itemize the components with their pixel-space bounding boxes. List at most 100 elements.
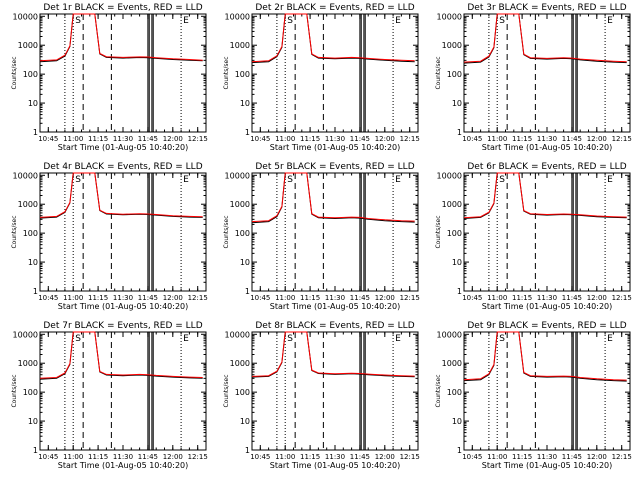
series-line-events [39,13,203,63]
y-axis-label: Counts/sec [223,215,230,248]
x-tick-label: 11:30 [113,294,133,302]
y-tick-label: 1000 [18,359,38,368]
x-tick-label: 12:00 [587,453,607,461]
series-line-lld [39,331,203,379]
plot-frame [39,13,207,133]
x-tick-label: 11:45 [562,135,582,143]
y-tick-label: 100 [23,229,38,238]
y-tick-label: 1000 [230,200,250,209]
plot-frame [463,331,631,451]
panel-det-7: 1 10 100 1000 10000 10:45 11:00 11:15 11:30 11:45… [11,321,208,470]
plot-frame [251,172,419,292]
series-line-lld [251,172,415,223]
annotation-e: E [183,175,189,185]
x-tick-label: 11:45 [350,453,370,461]
x-axis-label: Start Time (01-Aug-05 10:40:20) [270,302,401,311]
x-tick-label: 11:00 [487,294,507,302]
y-tick-label: 10 [240,258,250,267]
annotation-e: E [395,175,401,185]
y-tick-label: 10000 [13,330,38,339]
panel-det-6: 1 10 100 1000 10000 10:45 11:00 11:15 11:30 11:45… [435,162,632,311]
x-tick-label: 11:00 [487,135,507,143]
annotation-s: S [499,175,505,185]
x-tick-label: 11:15 [512,453,532,461]
series-line-lld [251,331,415,377]
x-tick-label: 12:15 [612,135,632,143]
y-tick-label: 1 [245,128,250,137]
y-tick-label: 1000 [18,200,38,209]
panel-det-1: 1 10 100 1000 10000 10:45 11:00 11:15 11:30 11:45… [11,3,208,152]
panel-title: Det 7r BLACK = Events, RED = LLD [43,321,202,331]
panel-title: Det 2r BLACK = Events, RED = LLD [255,3,414,13]
x-axis-label: Start Time (01-Aug-05 10:40:20) [58,461,189,470]
x-axis-label: Start Time (01-Aug-05 10:40:20) [58,143,189,152]
x-tick-label: 12:00 [163,135,183,143]
x-tick-label: 11:45 [350,135,370,143]
y-tick-label: 10000 [437,171,462,180]
y-tick-label: 10000 [225,12,250,21]
plot-frame [463,172,631,292]
plot-frame [463,13,631,133]
x-tick-label: 11:30 [113,453,133,461]
y-tick-label: 1 [457,446,462,455]
x-tick-label: 11:00 [487,453,507,461]
x-tick-label: 11:00 [63,135,83,143]
panel-title: Det 5r BLACK = Events, RED = LLD [255,162,414,172]
annotation-e: E [607,16,613,26]
annotation-e: E [183,16,189,26]
annotation-e: E [395,16,401,26]
x-axis-label: Start Time (01-Aug-05 10:40:20) [482,302,613,311]
panel-title: Det 4r BLACK = Events, RED = LLD [43,162,202,172]
annotation-s: S [499,334,505,344]
y-tick-label: 1 [245,287,250,296]
x-tick-label: 11:15 [512,294,532,302]
x-tick-label: 11:45 [138,453,158,461]
x-tick-label: 11:45 [562,453,582,461]
y-tick-label: 1000 [442,41,462,50]
x-tick-label: 12:00 [163,294,183,302]
x-tick-label: 11:45 [138,135,158,143]
panel-title: Det 9r BLACK = Events, RED = LLD [467,321,626,331]
panel-det-4: 1 10 100 1000 10000 10:45 11:00 11:15 11:30 11:45… [11,162,208,311]
series-line-lld [463,172,627,219]
x-tick-label: 10:45 [38,453,58,461]
x-tick-label: 10:45 [462,135,482,143]
annotation-e: E [183,334,189,344]
y-tick-label: 10000 [13,12,38,21]
y-tick-label: 1 [457,128,462,137]
panel-det-5: 1 10 100 1000 10000 10:45 11:00 11:15 11:30 11:45… [223,162,420,311]
x-tick-label: 12:15 [612,294,632,302]
x-tick-label: 11:15 [88,135,108,143]
x-tick-label: 12:15 [188,135,208,143]
x-tick-label: 11:45 [562,294,582,302]
panel-det-8: 1 10 100 1000 10000 10:45 11:00 11:15 11:30 11:45… [223,321,420,470]
y-tick-label: 10 [240,99,250,108]
y-tick-label: 100 [235,388,250,397]
plot-frame [251,331,419,451]
annotation-s: S [499,16,505,26]
annotation-s: S [287,175,293,185]
x-tick-label: 12:15 [612,453,632,461]
y-tick-label: 10000 [437,12,462,21]
x-tick-label: 11:45 [350,294,370,302]
y-tick-label: 100 [447,70,462,79]
x-tick-label: 10:45 [38,135,58,143]
panel-det-3: 1 10 100 1000 10000 10:45 11:00 11:15 11:30 11:45… [435,3,632,152]
y-axis-label: Counts/sec [435,56,442,89]
x-tick-label: 12:15 [188,453,208,461]
panel-title: Det 3r BLACK = Events, RED = LLD [467,3,626,13]
annotation-s: S [75,175,81,185]
series-line-lld [39,172,203,218]
y-tick-label: 10000 [437,330,462,339]
x-tick-label: 12:15 [400,294,420,302]
x-tick-label: 11:30 [325,453,345,461]
panel-title: Det 6r BLACK = Events, RED = LLD [467,162,626,172]
x-tick-label: 11:30 [537,294,557,302]
series-line-lld [463,13,627,63]
x-tick-label: 11:30 [537,135,557,143]
x-tick-label: 11:15 [300,453,320,461]
x-tick-label: 11:30 [113,135,133,143]
x-tick-label: 11:00 [275,294,295,302]
annotation-s: S [75,334,81,344]
